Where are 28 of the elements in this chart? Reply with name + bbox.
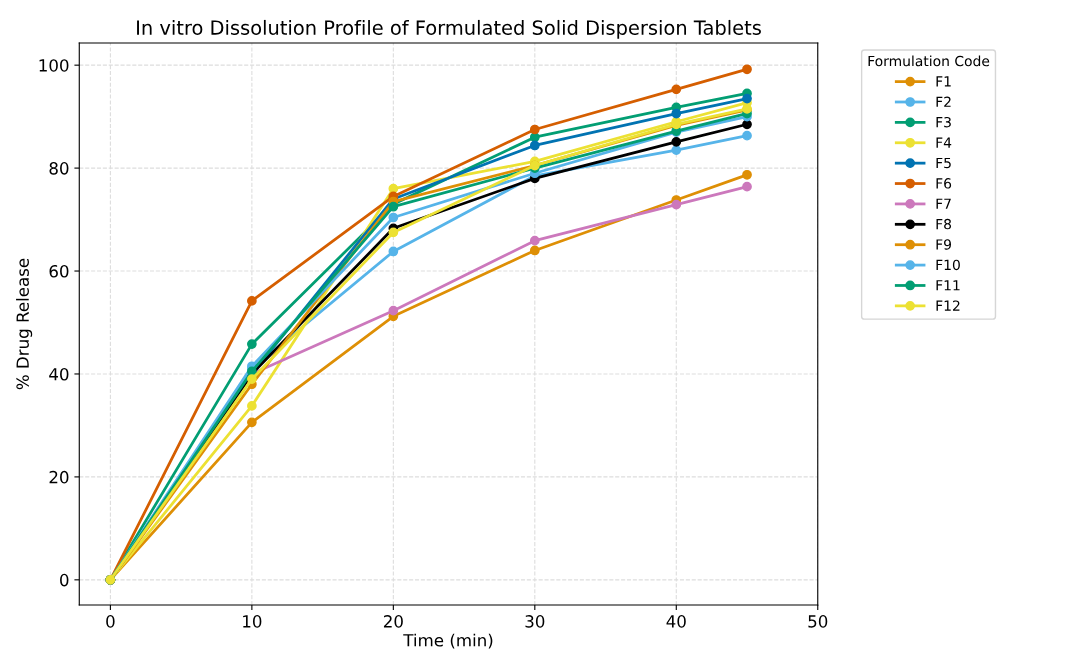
chart-title: In vitro Dissolution Profile of Formulated Solid Dispersion Tablets [137,19,761,39]
y-tick-label: 60 [49,264,69,278]
legend-label: F9 [936,239,952,250]
legend-label: F2 [936,96,951,107]
legend-label: F7 [936,198,951,209]
legend-label: F1 [936,76,951,87]
x-tick-label: 20 [383,615,403,628]
legend-label: F6 [936,178,952,189]
legend-label: F11 [936,280,960,291]
y-axis-title: % Drug Release [16,258,33,390]
y-tick-label: 100 [39,59,69,72]
y-tick-label: 20 [49,470,69,484]
y-tick-label: 80 [49,162,69,175]
x-tick-label: 10 [243,615,262,628]
y-tick-label: 0 [60,573,69,587]
legend-title: Formulation Code [868,55,990,67]
x-tick-label: 40 [666,615,686,628]
x-tick-label: 50 [808,615,828,628]
legend-label: F8 [936,218,952,230]
y-tick-label: 40 [49,367,69,381]
x-axis-title: Time (min) [403,633,493,649]
legend-label: F4 [936,137,952,148]
x-tick-label: 0 [106,615,115,628]
legend-label: F10 [936,259,960,271]
legend-label: F5 [936,157,951,169]
legend-label: F3 [936,116,951,128]
x-tick-label: 30 [525,615,545,628]
legend-label: F12 [936,300,960,311]
